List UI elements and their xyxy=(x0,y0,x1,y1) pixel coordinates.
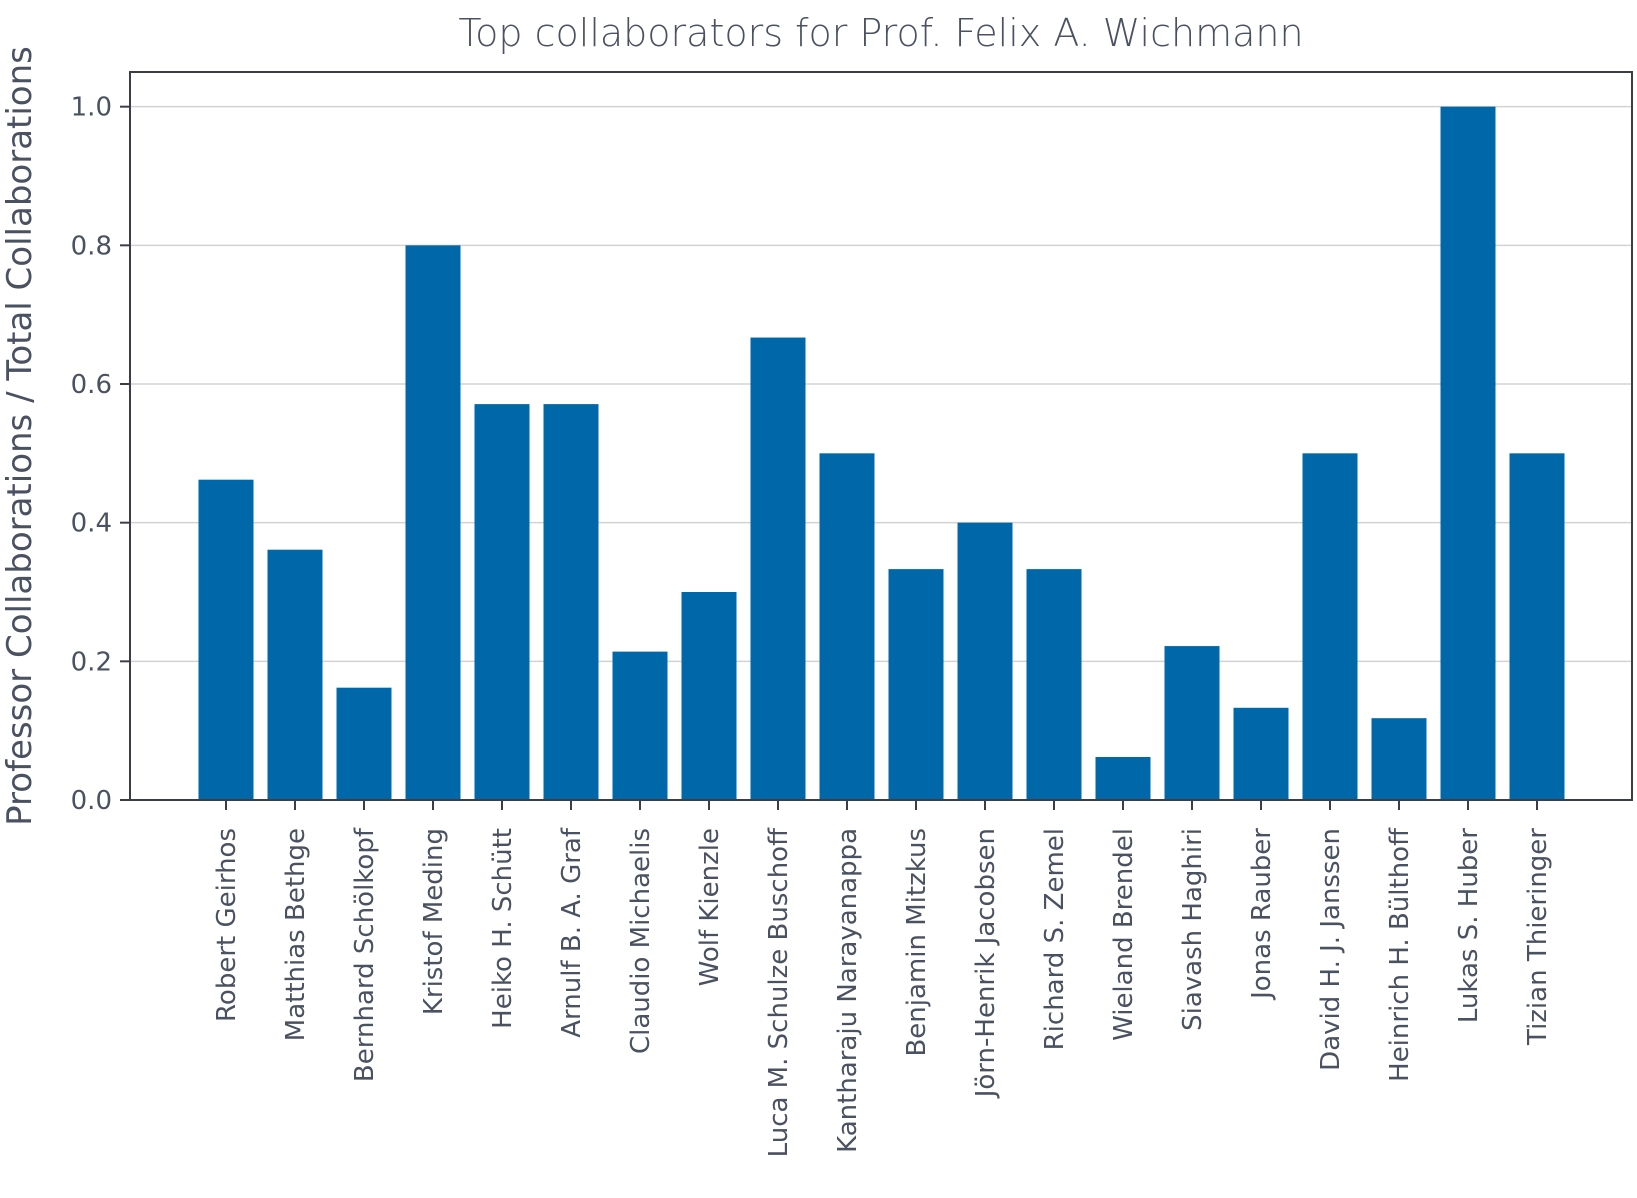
bar xyxy=(888,569,944,800)
y-axis-label: Professor Collaborations / Total Collabo… xyxy=(0,46,40,826)
x-tick-label: Siavash Haghiri xyxy=(1178,828,1208,1031)
x-tick-label: Jörn-Henrik Jacobsen xyxy=(971,828,1001,1099)
x-tick-label: Luca M. Schulze Buschoff xyxy=(764,827,794,1157)
bar xyxy=(612,651,668,800)
bar xyxy=(819,453,875,800)
bar xyxy=(1164,646,1220,800)
x-tick-label: Bernhard Schölkopf xyxy=(350,827,380,1082)
bar xyxy=(543,404,599,800)
plot-frame xyxy=(129,71,1633,801)
bar xyxy=(1509,453,1565,800)
y-tick-label: 0.0 xyxy=(71,786,112,816)
x-tick-label: David H. J. Janssen xyxy=(1316,828,1346,1071)
bar xyxy=(1302,453,1358,800)
y-tick-label: 0.4 xyxy=(71,509,112,539)
x-tick-label: Claudio Michaelis xyxy=(626,828,656,1054)
y-tick-label: 0.2 xyxy=(71,647,112,677)
x-axis-ticks: Robert Geirhos Matthias Bethge Bernhard Sc… xyxy=(212,800,1553,1157)
x-tick-label: Heiko H. Schütt xyxy=(488,828,518,1029)
x-tick-label: Benjamin Mitzkus xyxy=(902,828,932,1057)
bar xyxy=(750,337,806,800)
bar xyxy=(957,522,1013,800)
x-tick-label: Kantharaju Narayanappa xyxy=(833,828,863,1153)
y-axis-ticks: 0.0 0.2 0.4 0.6 0.8 1.0 xyxy=(71,93,130,816)
x-tick-label: Kristof Meding xyxy=(419,828,449,1015)
bar xyxy=(198,479,254,800)
y-tick-label: 0.6 xyxy=(71,370,112,400)
bars xyxy=(198,106,1565,801)
bar xyxy=(1233,707,1289,800)
x-tick-label: Matthias Bethge xyxy=(281,828,311,1041)
x-tick-label: Arnulf B. A. Graf xyxy=(557,827,587,1038)
x-tick-label: Richard S. Zemel xyxy=(1040,828,1070,1050)
bar xyxy=(267,549,323,800)
bar xyxy=(1440,106,1496,800)
bar xyxy=(1371,718,1427,800)
x-tick-label: Tizian Thieringer xyxy=(1523,828,1553,1046)
bar xyxy=(405,245,461,801)
y-tick-label: 1.0 xyxy=(71,93,112,123)
bar xyxy=(474,404,530,800)
chart-title: Top collaborators for Prof. Felix A. Wic… xyxy=(458,11,1303,55)
bar xyxy=(336,687,392,800)
bar xyxy=(1095,757,1151,800)
x-tick-label: Heinrich H. Bülthoff xyxy=(1385,827,1415,1082)
x-tick-label: Wieland Brendel xyxy=(1109,828,1139,1041)
x-tick-label: Robert Geirhos xyxy=(212,828,242,1022)
x-tick-label: Lukas S. Huber xyxy=(1454,828,1484,1023)
bar xyxy=(681,592,737,800)
bar xyxy=(1026,569,1082,800)
y-tick-label: 0.8 xyxy=(71,231,112,261)
x-tick-label: Jonas Rauber xyxy=(1247,828,1277,1001)
x-tick-label: Wolf Kienzle xyxy=(695,828,725,986)
